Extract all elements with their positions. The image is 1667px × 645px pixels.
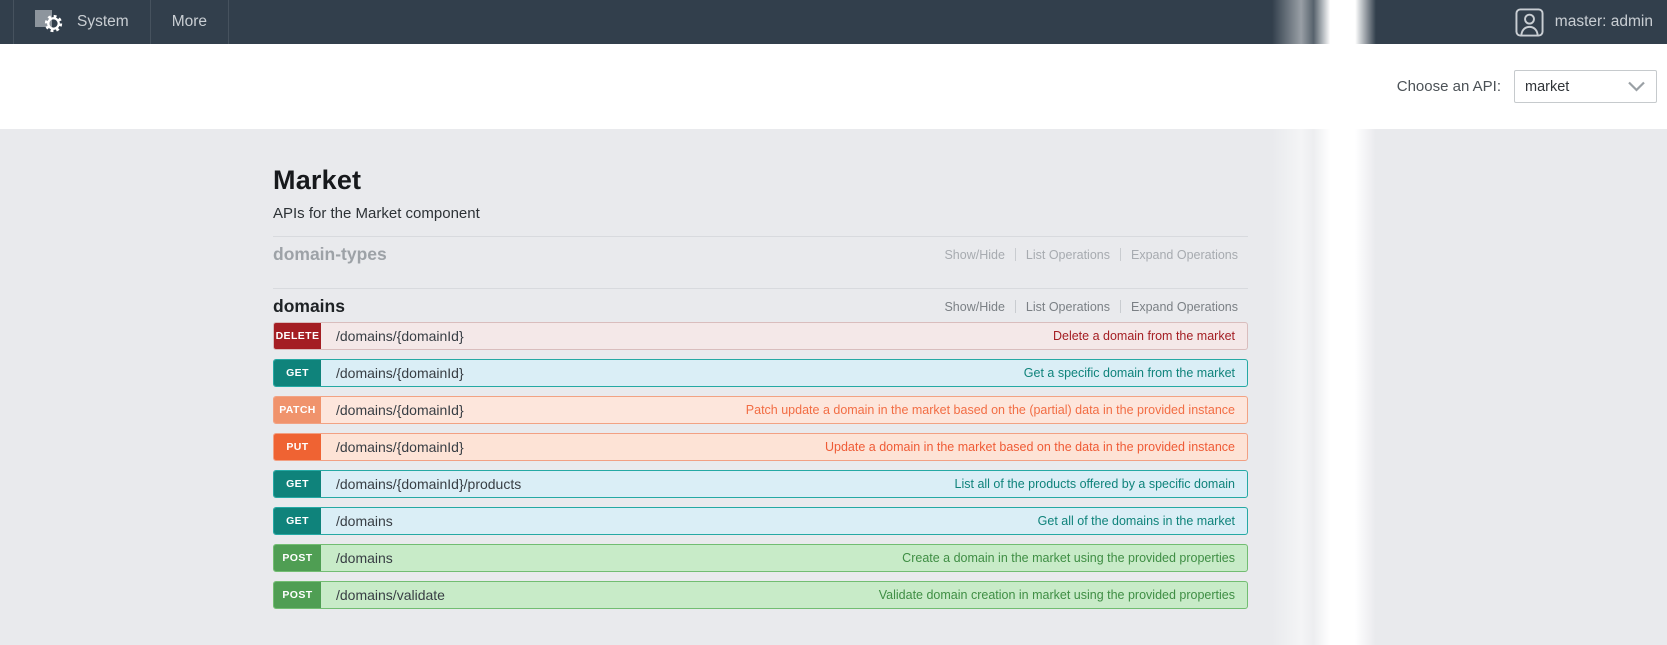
section-control-expand-operations[interactable]: Expand Operations [1130, 299, 1238, 314]
api-select-value: market [1525, 78, 1570, 95]
main-content: Market APIs for the Market component dom… [0, 129, 1667, 645]
method-badge[interactable]: GET [274, 360, 321, 386]
endpoint-summary[interactable]: Delete a domain from the market [1052, 329, 1235, 343]
control-separator [1119, 248, 1121, 261]
endpoint-summary[interactable]: Create a domain in the market using the … [902, 551, 1235, 565]
endpoint-path[interactable]: /domains/validate [336, 587, 445, 603]
topbar: System More master: admin [0, 0, 1667, 44]
endpoint-row: GET /domains/{domainId}/products List al… [273, 470, 1248, 498]
endpoint-row: PATCH /domains/{domainId} Patch update a… [273, 396, 1248, 424]
menu-item-label: System [77, 13, 129, 30]
section-header-domains: domains Show/Hide List Operations Expand O… [273, 288, 1248, 322]
endpoint-row: GET /domains Get all of the domains in t… [273, 507, 1248, 535]
page-subtitle: APIs for the Market component [273, 205, 480, 222]
endpoint-path[interactable]: /domains [336, 513, 393, 529]
control-separator [1014, 300, 1016, 313]
endpoint-row: PUT /domains/{domainId} Update a domain … [273, 433, 1248, 461]
section-control-show-hide[interactable]: Show/Hide [944, 299, 1005, 314]
endpoint-row: POST /domains/validate Validate domain c… [273, 581, 1248, 609]
endpoint-row: POST /domains Create a domain in the mar… [273, 544, 1248, 572]
method-badge[interactable]: POST [274, 545, 321, 571]
endpoint-summary[interactable]: List all of the products offered by a sp… [954, 477, 1235, 491]
api-selector-bar: Choose an API: market [0, 44, 1667, 129]
endpoint-list: DELETE /domains/{domainId} Delete a doma… [273, 322, 1248, 609]
method-badge[interactable]: GET [274, 508, 321, 534]
endpoint-path[interactable]: /domains/{domainId} [336, 365, 464, 381]
endpoint-summary[interactable]: Validate domain creation in market using… [878, 588, 1235, 602]
endpoint-summary[interactable]: Get all of the domains in the market [1037, 514, 1235, 528]
system-gear-icon [35, 9, 66, 36]
api-select-dropdown[interactable]: market [1514, 70, 1657, 103]
api-doc-column: Market APIs for the Market component dom… [273, 165, 1248, 609]
section-control-show-hide[interactable]: Show/Hide [944, 247, 1005, 262]
user-label: master: admin [1554, 13, 1653, 30]
menu-item-more[interactable]: More [149, 0, 230, 44]
endpoint-path[interactable]: /domains/{domainId} [336, 439, 464, 455]
endpoint-summary[interactable]: Patch update a domain in the market base… [745, 403, 1235, 417]
section-control-expand-operations[interactable]: Expand Operations [1130, 247, 1238, 262]
gear-icon [44, 14, 63, 32]
endpoint-row: DELETE /domains/{domainId} Delete a doma… [273, 322, 1248, 350]
endpoint-path[interactable]: /domains/{domainId}/products [336, 476, 522, 492]
control-separator [1014, 248, 1016, 261]
endpoint-path[interactable]: /domains [336, 550, 393, 566]
menu-item-label: More [171, 13, 208, 30]
section-header-domain-types: domain-types Show/Hide List Operations Exp… [273, 236, 1248, 288]
method-badge[interactable]: POST [274, 582, 321, 608]
method-badge[interactable]: DELETE [274, 323, 321, 349]
control-separator [1119, 300, 1121, 313]
api-selector-label: Choose an API: [1396, 78, 1501, 95]
page-title: Market [273, 165, 362, 195]
endpoint-summary[interactable]: Update a domain in the market based on t… [825, 440, 1235, 454]
endpoint-path[interactable]: /domains/{domainId} [336, 328, 464, 344]
menu-item-system[interactable]: System [13, 0, 150, 44]
method-badge[interactable]: PATCH [274, 397, 321, 423]
section-title-domain-types[interactable]: domain-types [273, 244, 387, 264]
endpoint-summary[interactable]: Get a specific domain from the market [1023, 366, 1235, 380]
user-icon [1515, 7, 1544, 37]
endpoint-path[interactable]: /domains/{domainId} [336, 402, 464, 418]
chevron-down-icon [1628, 81, 1645, 92]
user-chip[interactable]: master: admin [1515, 0, 1667, 44]
method-badge[interactable]: PUT [274, 434, 321, 460]
section-title-domains[interactable]: domains [273, 296, 345, 316]
method-badge[interactable]: GET [274, 471, 321, 497]
section-controls: Show/Hide List Operations Expand Operation… [934, 300, 1238, 314]
section-controls: Show/Hide List Operations Expand Operation… [934, 248, 1238, 262]
section-control-list-operations[interactable]: List Operations [1025, 299, 1110, 314]
endpoint-row: GET /domains/{domainId} Get a specific d… [273, 359, 1248, 387]
section-control-list-operations[interactable]: List Operations [1025, 247, 1110, 262]
